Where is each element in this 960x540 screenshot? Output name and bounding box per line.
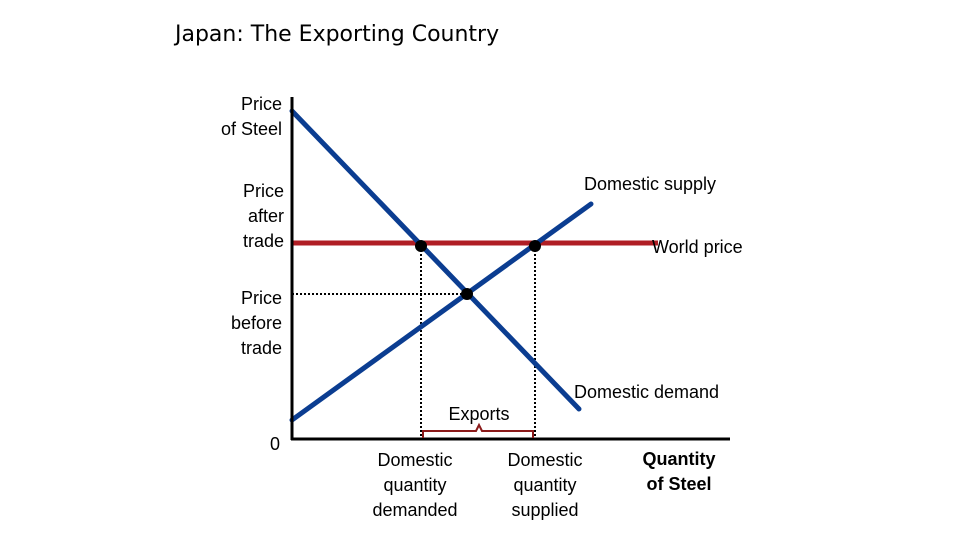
- domestic-demand-line: [289, 108, 582, 412]
- point-demand-at-world-price: [415, 240, 427, 252]
- y-axis-label: Price of Steel: [220, 94, 282, 139]
- exports-label: Exports: [448, 404, 510, 424]
- domestic-quantity-supplied-label: Domestic quantity supplied: [507, 450, 583, 520]
- price-after-trade-label: Price after trade: [242, 181, 284, 251]
- domestic-supply-label: Domestic supply: [584, 174, 717, 194]
- point-supply-at-world-price: [529, 240, 541, 252]
- chart-title: Japan: The Exporting Country: [175, 22, 500, 47]
- world-price-label: World price: [652, 237, 743, 257]
- domestic-demand-label: Domestic demand: [574, 382, 720, 402]
- domestic-quantity-demanded-label: Domestic quantity demanded: [372, 450, 458, 520]
- exports-bracket: [422, 422, 534, 438]
- domestic-supply-line: [289, 201, 594, 423]
- point-domestic-equilibrium: [461, 288, 473, 300]
- origin-label: 0: [269, 434, 280, 454]
- price-before-trade-label: Price before trade: [230, 288, 282, 358]
- x-axis-label: Quantity of Steel: [642, 449, 716, 494]
